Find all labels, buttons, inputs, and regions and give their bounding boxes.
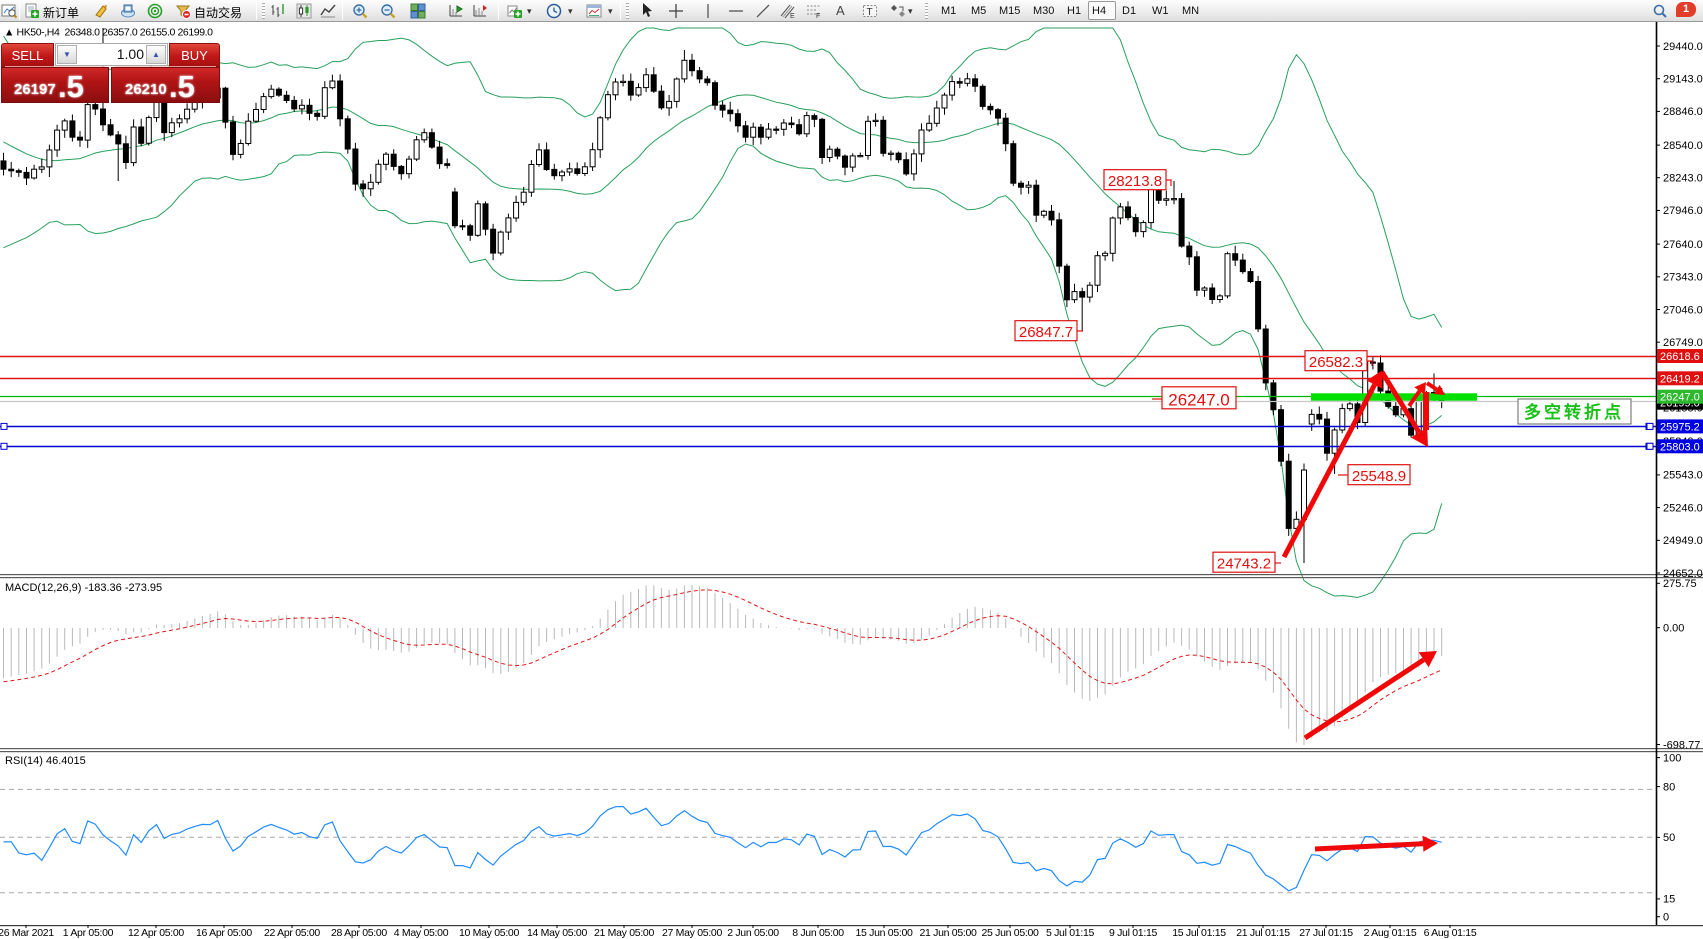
svg-text:5 Jul 01:15: 5 Jul 01:15 bbox=[1046, 927, 1095, 939]
svg-text:4 May 05:00: 4 May 05:00 bbox=[394, 927, 449, 939]
svg-text:26247.0: 26247.0 bbox=[1660, 392, 1700, 404]
svg-text:25 Jun 05:00: 25 Jun 05:00 bbox=[981, 927, 1039, 939]
svg-text:24652.0: 24652.0 bbox=[1663, 568, 1703, 580]
svg-text:28846.0: 28846.0 bbox=[1663, 106, 1703, 118]
svg-text:27946.0: 27946.0 bbox=[1663, 205, 1703, 217]
svg-text:2 Aug 01:15: 2 Aug 01:15 bbox=[1364, 927, 1417, 939]
svg-text:28540.0: 28540.0 bbox=[1663, 140, 1703, 152]
svg-text:26749.0: 26749.0 bbox=[1663, 337, 1703, 349]
svg-text:2 Jun 05:00: 2 Jun 05:00 bbox=[727, 927, 779, 939]
svg-text:15 Jul 01:15: 15 Jul 01:15 bbox=[1172, 927, 1226, 939]
svg-text:26 Mar 2021: 26 Mar 2021 bbox=[0, 927, 54, 939]
svg-text:27640.0: 27640.0 bbox=[1663, 239, 1703, 251]
svg-text:多空转折点: 多空转折点 bbox=[1524, 402, 1624, 422]
svg-text:▲ HK50-,H4 26348.0 26357.0 26: ▲ HK50-,H4 26348.0 26357.0 26155.0 26199… bbox=[4, 27, 213, 39]
svg-text:25246.0: 25246.0 bbox=[1663, 502, 1703, 514]
svg-text:RSI(14) 46.4015: RSI(14) 46.4015 bbox=[5, 755, 86, 767]
svg-text:80: 80 bbox=[1663, 781, 1675, 793]
svg-text:T: T bbox=[867, 7, 873, 18]
svg-text:25548.9: 25548.9 bbox=[1352, 468, 1406, 485]
svg-text:6 Aug 01:15: 6 Aug 01:15 bbox=[1424, 927, 1477, 939]
svg-text:27 Jul 01:15: 27 Jul 01:15 bbox=[1299, 927, 1353, 939]
svg-text:27 May 05:00: 27 May 05:00 bbox=[662, 927, 722, 939]
svg-text:24743.2: 24743.2 bbox=[1217, 556, 1271, 573]
svg-text:26582.3: 26582.3 bbox=[1309, 354, 1363, 371]
svg-text:15 Jun 05:00: 15 Jun 05:00 bbox=[855, 927, 913, 939]
svg-text:25975.2: 25975.2 bbox=[1660, 421, 1700, 433]
svg-text:25543.0: 25543.0 bbox=[1663, 470, 1703, 482]
svg-text:10 May 05:00: 10 May 05:00 bbox=[459, 927, 519, 939]
svg-text:12 Apr 05:00: 12 Apr 05:00 bbox=[128, 927, 184, 939]
svg-text:21 Jul 01:15: 21 Jul 01:15 bbox=[1236, 927, 1290, 939]
svg-text:26419.2: 26419.2 bbox=[1660, 373, 1700, 385]
svg-text:22 Apr 05:00: 22 Apr 05:00 bbox=[264, 927, 320, 939]
svg-text:9 Jul 01:15: 9 Jul 01:15 bbox=[1109, 927, 1158, 939]
svg-text:8 Jun 05:00: 8 Jun 05:00 bbox=[792, 927, 844, 939]
svg-text:0: 0 bbox=[1663, 912, 1669, 924]
svg-text:100: 100 bbox=[1663, 752, 1681, 764]
svg-text:28213.8: 28213.8 bbox=[1108, 173, 1162, 190]
svg-text:29143.0: 29143.0 bbox=[1663, 74, 1703, 86]
svg-text:16 Apr 05:00: 16 Apr 05:00 bbox=[196, 927, 252, 939]
svg-text:F: F bbox=[816, 13, 820, 19]
svg-text:28 Apr 05:00: 28 Apr 05:00 bbox=[331, 927, 387, 939]
svg-text:26247.0: 26247.0 bbox=[1168, 391, 1229, 410]
svg-text:24949.0: 24949.0 bbox=[1663, 535, 1703, 547]
svg-text:29440.0: 29440.0 bbox=[1663, 41, 1703, 53]
svg-text:0.00: 0.00 bbox=[1663, 623, 1684, 635]
svg-text:MACD(12,26,9) -183.36 -273.95: MACD(12,26,9) -183.36 -273.95 bbox=[5, 582, 162, 594]
svg-text:-698.77: -698.77 bbox=[1663, 739, 1700, 751]
svg-text:275.75: 275.75 bbox=[1663, 578, 1697, 590]
svg-text:21 May 05:00: 21 May 05:00 bbox=[594, 927, 654, 939]
svg-text:50: 50 bbox=[1663, 832, 1675, 844]
svg-text:27343.0: 27343.0 bbox=[1663, 272, 1703, 284]
svg-text:27046.0: 27046.0 bbox=[1663, 304, 1703, 316]
svg-text:1 Apr 05:00: 1 Apr 05:00 bbox=[63, 927, 114, 939]
svg-text:E: E bbox=[790, 13, 795, 19]
svg-text:21 Jun 05:00: 21 Jun 05:00 bbox=[919, 927, 977, 939]
svg-text:26618.6: 26618.6 bbox=[1660, 351, 1700, 363]
svg-text:25803.0: 25803.0 bbox=[1660, 441, 1700, 453]
svg-text:26847.7: 26847.7 bbox=[1019, 324, 1073, 341]
svg-text:14 May 05:00: 14 May 05:00 bbox=[527, 927, 587, 939]
svg-text:15: 15 bbox=[1663, 894, 1675, 906]
svg-text:28243.0: 28243.0 bbox=[1663, 173, 1703, 185]
